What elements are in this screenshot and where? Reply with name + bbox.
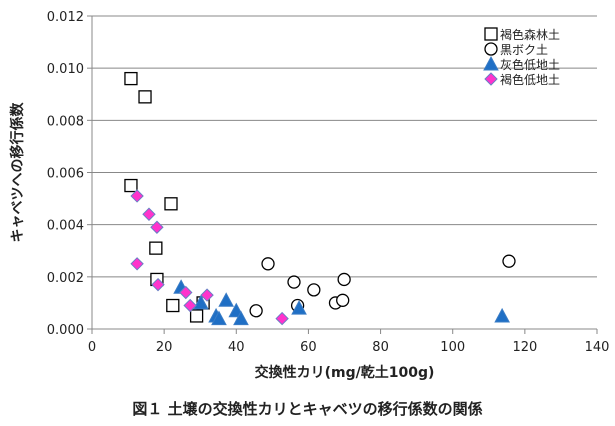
data-point-circle (307, 283, 321, 297)
data-point-diamond (179, 285, 193, 300)
y-axis-label: キャベツへの移行係数 (9, 102, 26, 243)
x-tick-label: 60 (300, 340, 317, 355)
data-point-diamond (183, 298, 197, 313)
data-point-triangle (233, 310, 249, 326)
x-tick-label: 100 (440, 340, 465, 355)
x-tick-label: 40 (228, 340, 245, 355)
data-point-triangle (218, 292, 235, 307)
data-point-triangle (291, 300, 307, 315)
y-tick-label: 0.008 (47, 114, 84, 129)
legend-label: 灰色低地土 (500, 58, 560, 72)
data-point-diamond (200, 288, 214, 302)
y-tick-label: 0.006 (47, 167, 84, 182)
data-point-circle (337, 272, 351, 287)
legend-marker-circle (484, 42, 498, 56)
data-point-diamond (130, 189, 144, 203)
data-point-square (189, 309, 204, 323)
data-point-triangle (193, 294, 209, 310)
x-tick-label: 80 (372, 340, 389, 355)
x-axis-label: 交換性カリ(mg/乾土100g) (255, 364, 435, 381)
data-point-square (164, 197, 178, 211)
data-point-square (124, 178, 138, 193)
data-point-circle (502, 254, 516, 268)
scatter-plot: 0.000 0.002 0.004 0.006 0.008 0.010 0.012 0 20 40… (9, 10, 610, 381)
data-point-diamond (142, 207, 156, 221)
y-tick-label: 0.010 (47, 62, 84, 77)
data-point-circle (261, 257, 275, 271)
data-point-circle (287, 275, 301, 289)
legend-marker-diamond (484, 72, 498, 86)
legend-label: 褐色森林土 (500, 27, 560, 42)
x-tick-label: 140 (585, 340, 610, 355)
data-point-square (149, 241, 163, 255)
data-point-triangle (211, 310, 227, 326)
x-tick-label: 120 (512, 340, 537, 355)
x-tick-label: 0 (88, 340, 96, 355)
data-point-diamond (150, 220, 164, 234)
data-point-triangle (494, 307, 510, 323)
data-point-circle (249, 304, 263, 318)
legend-marker-square (484, 27, 498, 41)
y-tick-label: 0.012 (47, 10, 84, 25)
data-point-square (166, 298, 180, 313)
data-point-circle (336, 293, 350, 307)
data-point-diamond (151, 277, 165, 292)
data-point-diamond (130, 257, 144, 271)
x-tick-label: 20 (156, 340, 173, 355)
figure-caption: 図１ 土壌の交換性カリとキャベツの移行係数の関係 (132, 400, 483, 418)
y-tick-label: 0.002 (47, 271, 84, 286)
data-point-square (124, 71, 138, 86)
legend-label: 黒ボク土 (500, 43, 548, 57)
data-point-square (138, 90, 152, 104)
data-point-diamond (275, 311, 289, 326)
legend-marker-triangle (483, 55, 499, 71)
legend-label: 褐色低地土 (500, 72, 560, 87)
y-tick-label: 0.000 (47, 323, 84, 338)
y-tick-label: 0.004 (47, 219, 84, 234)
